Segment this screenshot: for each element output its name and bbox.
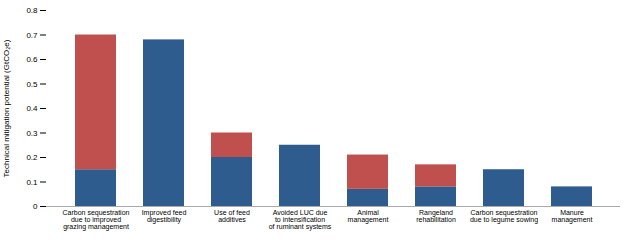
- svg-text:Animalmanagement: Animalmanagement: [348, 209, 389, 224]
- svg-text:0.7: 0.7: [26, 31, 38, 40]
- svg-text:0: 0: [33, 202, 38, 211]
- svg-text:0.3: 0.3: [26, 129, 38, 138]
- svg-text:0.6: 0.6: [26, 55, 38, 64]
- svg-text:Carbon sequestrationdue to imp: Carbon sequestrationdue to improvedgrazi…: [63, 209, 130, 231]
- svg-text:0.2: 0.2: [26, 153, 38, 162]
- svg-text:0.8: 0.8: [26, 6, 38, 15]
- svg-text:Avoided LUC dueto intensificat: Avoided LUC dueto intensificationof rumi…: [269, 209, 332, 231]
- svg-text:Use of feedadditives: Use of feedadditives: [214, 209, 250, 223]
- svg-text:Rangelandrehabilitation: Rangelandrehabilitation: [416, 209, 456, 223]
- svg-text:Improved feeddigestibility: Improved feeddigestibility: [142, 209, 187, 224]
- svg-text:Technical mitigation potential: Technical mitigation potential (GtCO₂e): [2, 39, 11, 177]
- svg-text:Carbon sequestrationdue to leg: Carbon sequestrationdue to legume sowing: [470, 209, 538, 224]
- svg-text:0.5: 0.5: [26, 80, 38, 89]
- svg-text:0.1: 0.1: [26, 178, 38, 187]
- svg-text:0.4: 0.4: [26, 104, 38, 113]
- svg-text:Manuremanagement: Manuremanagement: [552, 209, 593, 224]
